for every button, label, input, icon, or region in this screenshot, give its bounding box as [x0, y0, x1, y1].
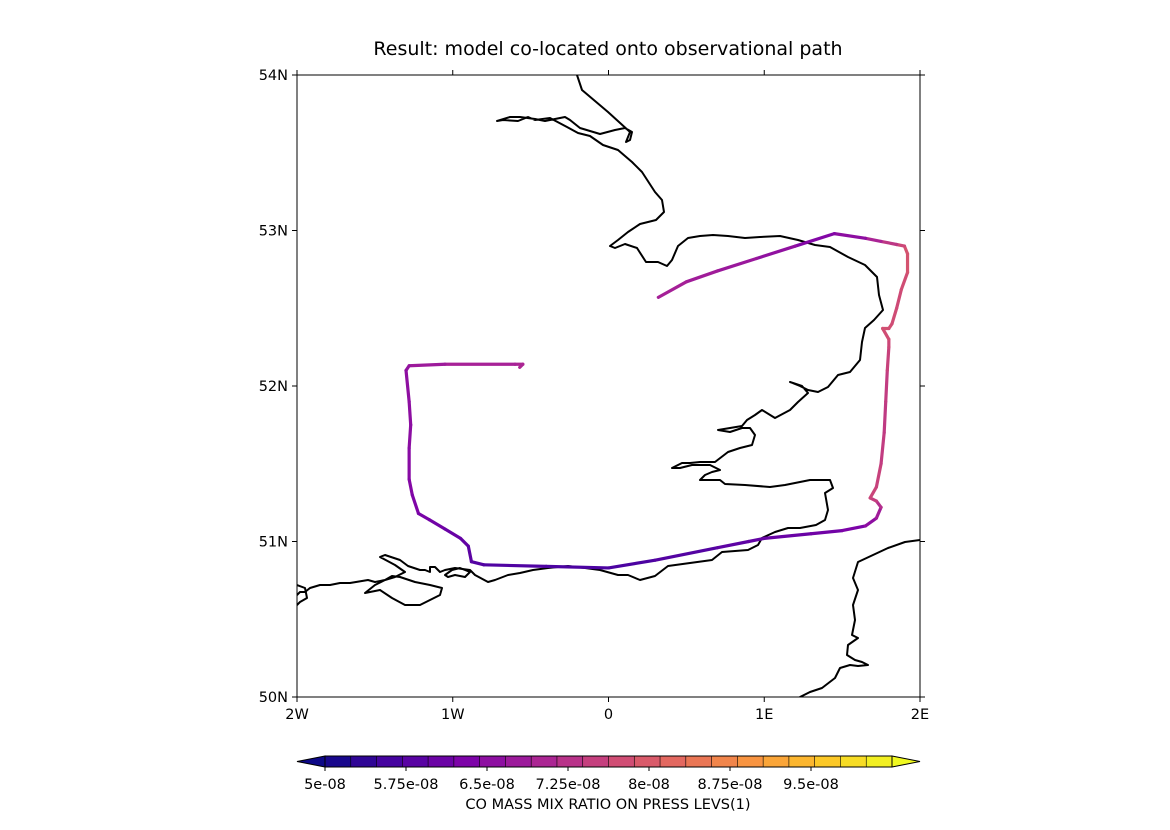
track-segment [809, 529, 844, 536]
colorbar-segment [685, 756, 713, 767]
track-segment [885, 345, 891, 373]
track-segment [443, 527, 463, 540]
track-segment [656, 280, 688, 299]
flight-track [404, 232, 910, 570]
colorbar: 5e-08 5.75e-08 6.5e-08 7.25e-08 8e-08 8.75e-0… [296, 755, 921, 813]
coastlines [297, 75, 920, 697]
y-tick-label: 54N [259, 68, 288, 84]
track-segment [874, 462, 883, 489]
colorbar-segment [814, 756, 841, 767]
colorbar-tick-label: 9.5e-08 [783, 777, 839, 793]
track-segment [404, 368, 411, 404]
colorbar-segment [531, 756, 558, 767]
track-segment [762, 532, 813, 540]
track-segment [874, 505, 883, 520]
track-segment [895, 287, 903, 310]
colorbar-segment [634, 756, 661, 767]
track-segment [544, 564, 611, 570]
chart-title: Result: model co-located onto observatio… [373, 38, 842, 60]
coastline-france [799, 539, 920, 697]
colorbar-tick-label: 7.25e-08 [536, 777, 601, 793]
track-segment [754, 244, 798, 261]
y-tick-label: 50N [259, 690, 288, 706]
x-tick-label: 2E [911, 707, 929, 723]
track-segment [715, 256, 759, 273]
track-segment [715, 539, 751, 550]
coastline-kent-detail [444, 567, 471, 578]
track-segment [458, 536, 470, 548]
track-segment [879, 239, 899, 247]
map-background [297, 75, 920, 697]
track-segment [407, 477, 414, 497]
colorbar-tick-label: 6.5e-08 [459, 777, 515, 793]
colorbar-tick-label: 5.75e-08 [374, 777, 439, 793]
colorbar-label: CO MASS MIX RATIO ON PRESS LEVS(1) [465, 797, 750, 813]
colorbar-ticks: 5e-08 5.75e-08 6.5e-08 7.25e-08 8e-08 8.75e-0… [304, 767, 839, 793]
track-segment [868, 485, 878, 500]
track-segment [884, 368, 889, 404]
track-segment [840, 524, 868, 533]
y-tick-label: 53N [259, 224, 288, 240]
colorbar-extend-high [891, 755, 921, 768]
track-segment [466, 544, 474, 564]
track-segment [407, 362, 447, 368]
colorbar-segment [840, 756, 867, 767]
track-segment [879, 431, 886, 466]
colorbar-segment [660, 756, 687, 767]
track-segment [881, 326, 891, 341]
colorbar-segment [737, 756, 764, 767]
coastline-east-england [297, 75, 884, 606]
track-segment [793, 232, 836, 248]
colorbar-segment [711, 756, 738, 767]
colorbar-segment [763, 756, 790, 767]
x-tick-label: 2W [285, 707, 309, 723]
colorbar-segment [866, 756, 893, 767]
track-segment [469, 560, 486, 567]
colorbar-segment [453, 756, 481, 767]
track-segment [890, 306, 899, 326]
x-axis: 2W 1W 0 1E 2E [285, 70, 929, 723]
map-frame: 2W 1W 0 1E 2E 50N 51N 52N 53N 54N [259, 68, 930, 723]
colorbar-segment [479, 756, 506, 767]
colorbar-tick-label: 5e-08 [304, 777, 346, 793]
x-tick-label: 1E [755, 707, 773, 723]
colorbar-segments [296, 755, 921, 768]
track-segment [427, 518, 447, 531]
track-segment [410, 493, 421, 516]
y-tick-label: 52N [259, 379, 288, 395]
colorbar-segment [428, 756, 455, 767]
colorbar-segment [582, 756, 609, 767]
track-segment [407, 399, 413, 427]
x-tick-label: 1W [441, 707, 465, 723]
track-segment [482, 563, 548, 568]
colorbar-segment [556, 756, 584, 767]
track-segment [416, 511, 431, 522]
track-segment [832, 232, 868, 240]
x-tick-label: 0 [604, 707, 613, 723]
y-tick-label: 51N [259, 535, 288, 551]
colorbar-segment [402, 756, 429, 767]
track-segment [863, 236, 883, 243]
track-segment [747, 536, 766, 544]
colorbar-segment [505, 756, 532, 767]
colorbar-tick-label: 8.75e-08 [698, 777, 763, 793]
y-axis: 50N 51N 52N 53N 54N [259, 68, 925, 706]
track-segment [882, 399, 888, 435]
colorbar-segment [376, 756, 403, 767]
colorbar-extend-low [296, 755, 326, 768]
colorbar-tick-label: 8e-08 [628, 777, 670, 793]
track-segment [863, 516, 878, 528]
track-segment [653, 546, 720, 562]
colorbar-segment [325, 756, 352, 767]
map-panel [297, 75, 920, 697]
track-segment [899, 270, 910, 292]
track-segment [407, 423, 413, 450]
track-segment [606, 558, 657, 570]
coastline-west-edge [297, 584, 308, 606]
colorbar-segment [350, 756, 378, 767]
track-segment [684, 269, 720, 284]
colorbar-segment [608, 756, 635, 767]
colorbar-segment [788, 756, 816, 767]
